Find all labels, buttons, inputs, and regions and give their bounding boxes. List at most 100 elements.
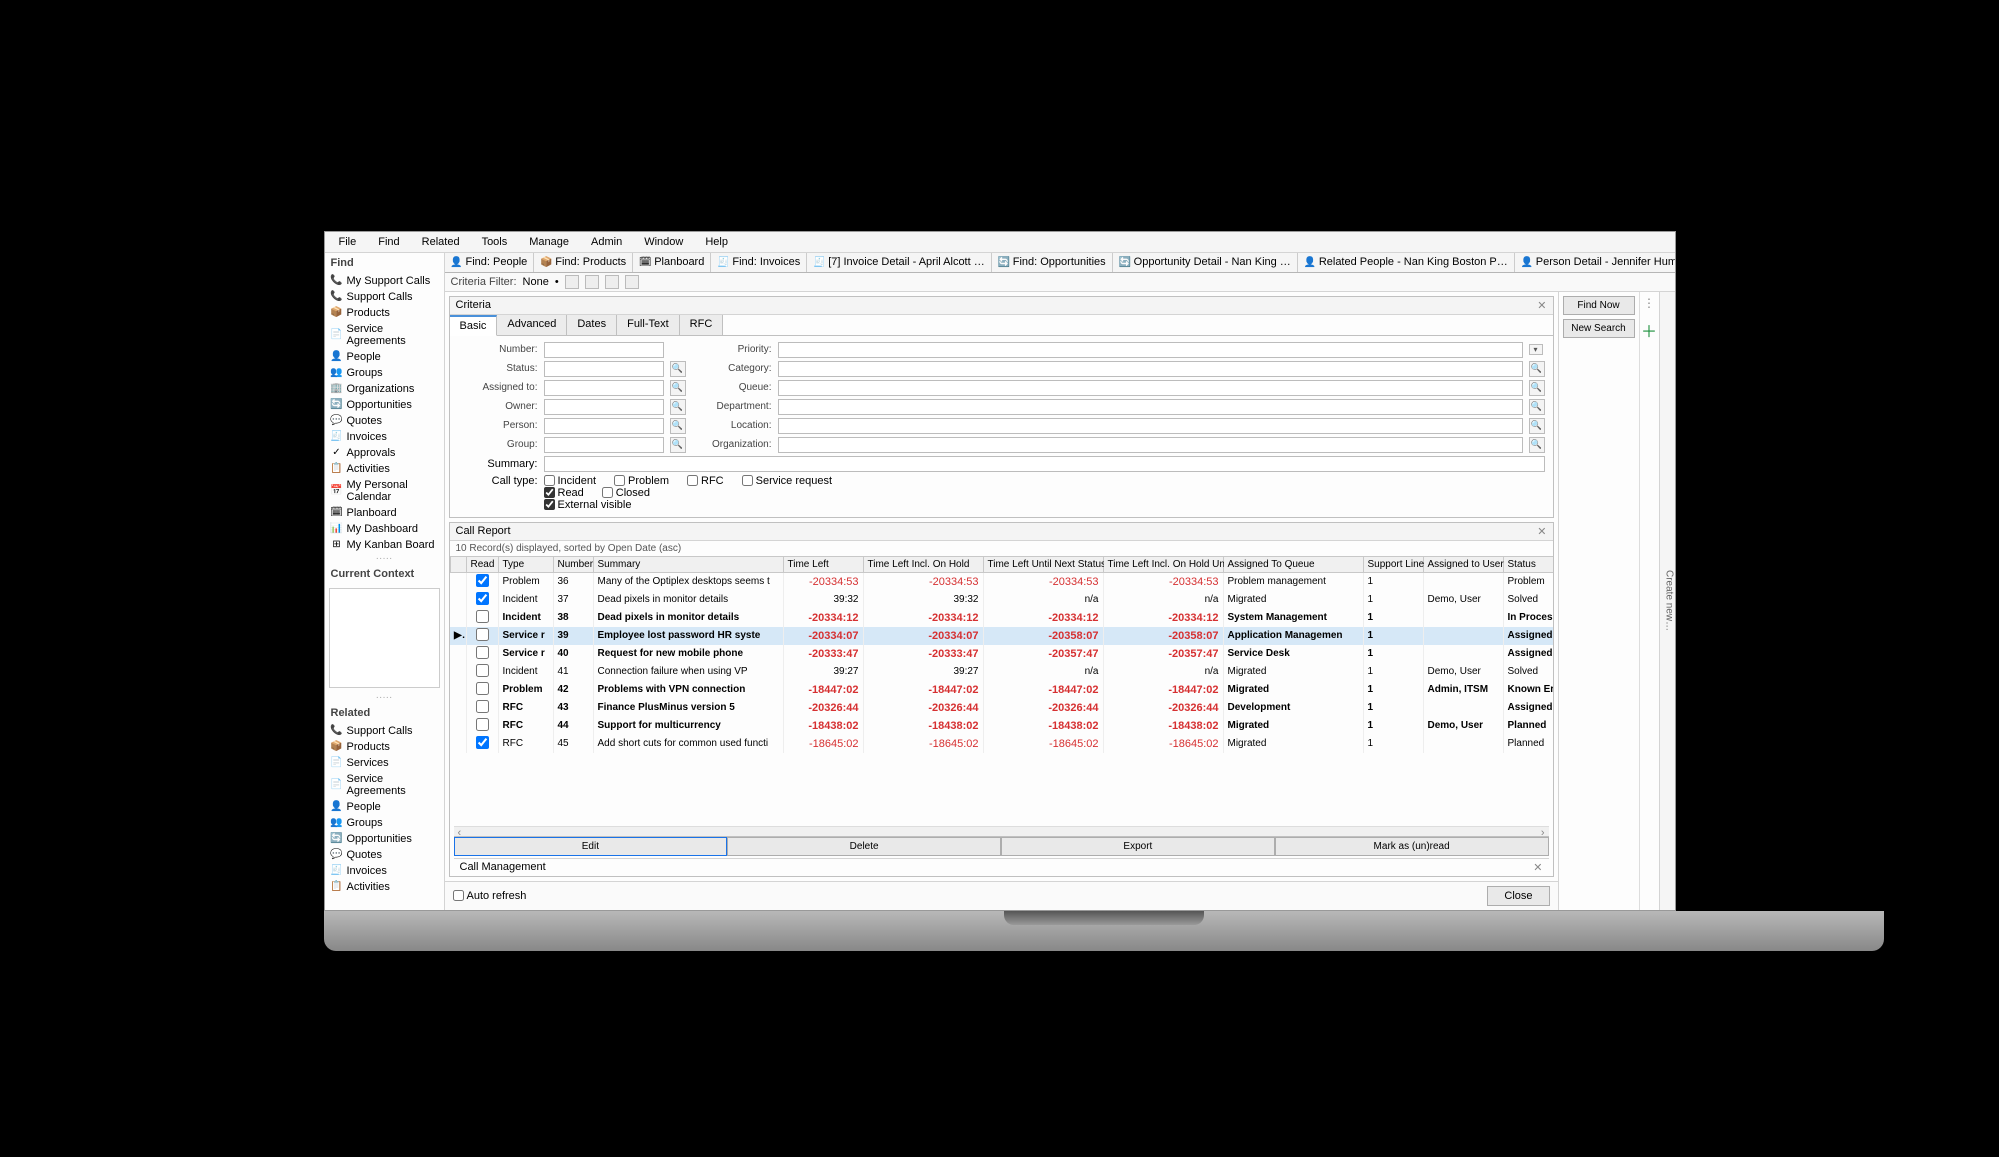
nav-item-support-calls[interactable]: 📞Support Calls — [325, 723, 444, 739]
find-now-button[interactable]: Find Now — [1563, 296, 1635, 315]
menu-file[interactable]: File — [329, 234, 367, 250]
category-input[interactable] — [778, 361, 1523, 377]
nav-item-services[interactable]: 📄Services — [325, 755, 444, 771]
priority-dropdown-icon[interactable]: ▾ — [1529, 344, 1543, 355]
col-header[interactable]: Time Left Incl. On Hold Until Next Statu… — [1103, 556, 1223, 572]
nav-item-people[interactable]: 👤People — [325, 349, 444, 365]
menu-related[interactable]: Related — [412, 234, 470, 250]
table-row[interactable]: RFC43Finance PlusMinus version 5-20326:4… — [450, 699, 1553, 717]
nav-item-my-personal-calendar[interactable]: 📅My Personal Calendar — [325, 477, 444, 505]
save-filter-icon[interactable] — [565, 275, 579, 289]
collapse-mgmt-icon[interactable]: ✕ — [1533, 861, 1542, 874]
menu-help[interactable]: Help — [695, 234, 738, 250]
col-header[interactable]: Assigned to User — [1423, 556, 1503, 572]
menu-find[interactable]: Find — [368, 234, 409, 250]
tab[interactable]: 👤Related People - Nan King Boston P… — [1298, 253, 1515, 272]
organization-input[interactable] — [778, 437, 1523, 453]
chk-read[interactable]: Read — [544, 487, 584, 499]
col-header[interactable]: Status — [1503, 556, 1553, 572]
location-lookup-icon[interactable]: 🔍 — [1529, 418, 1545, 434]
tab[interactable]: 👤Person Detail - Jennifer Hume Bost… — [1515, 253, 1675, 272]
table-row[interactable]: Problem36Many of the Optiplex desktops s… — [450, 572, 1553, 591]
nav-item-my-dashboard[interactable]: 📊My Dashboard — [325, 521, 444, 537]
export-button[interactable]: Export — [1001, 837, 1275, 856]
nav-item-people[interactable]: 👤People — [325, 799, 444, 815]
nav-item-approvals[interactable]: ✓Approvals — [325, 445, 444, 461]
person-lookup-icon[interactable]: 🔍 — [670, 418, 686, 434]
nav-item-my-support-calls[interactable]: 📞My Support Calls — [325, 273, 444, 289]
nav-item-organizations[interactable]: 🏢Organizations — [325, 381, 444, 397]
owner-input[interactable] — [544, 399, 664, 415]
read-checkbox[interactable] — [476, 628, 489, 641]
queue-lookup-icon[interactable]: 🔍 — [1529, 380, 1545, 396]
create-new-rail[interactable]: Create new… — [1659, 292, 1675, 910]
department-lookup-icon[interactable]: 🔍 — [1529, 399, 1545, 415]
read-checkbox[interactable] — [476, 610, 489, 623]
queue-input[interactable] — [778, 380, 1523, 396]
close-button[interactable]: Close — [1487, 886, 1549, 906]
col-header[interactable]: Summary — [593, 556, 783, 572]
person-input[interactable] — [544, 418, 664, 434]
nav-item-activities[interactable]: 📋Activities — [325, 879, 444, 895]
category-lookup-icon[interactable]: 🔍 — [1529, 361, 1545, 377]
chk-problem[interactable]: Problem — [614, 475, 669, 487]
read-checkbox[interactable] — [476, 574, 489, 587]
mark-as-un-read-button[interactable]: Mark as (un)read — [1275, 837, 1549, 856]
nav-item-quotes[interactable]: 💬Quotes — [325, 847, 444, 863]
nav-item-quotes[interactable]: 💬Quotes — [325, 413, 444, 429]
filter-tab-full-text[interactable]: Full-Text — [617, 315, 680, 335]
organization-lookup-icon[interactable]: 🔍 — [1529, 437, 1545, 453]
nav-item-invoices[interactable]: 🧾Invoices — [325, 863, 444, 879]
table-row[interactable]: RFC45Add short cuts for common used func… — [450, 735, 1553, 753]
collapse-report-icon[interactable]: ✕ — [1537, 525, 1546, 538]
h-scrollbar[interactable]: ‹› — [454, 826, 1549, 836]
read-checkbox[interactable] — [476, 664, 489, 677]
tab[interactable]: 📦Find: Products — [534, 253, 633, 272]
tab[interactable]: 🔄Find: Opportunities — [992, 253, 1113, 272]
col-header[interactable]: Type — [498, 556, 553, 572]
status-lookup-icon[interactable]: 🔍 — [670, 361, 686, 377]
criteria-filter-value[interactable]: None — [523, 276, 549, 288]
chk-closed[interactable]: Closed — [602, 487, 650, 499]
tab[interactable]: 🧾Find: Invoices — [711, 253, 807, 272]
col-header[interactable]: Assigned To Queue — [1223, 556, 1363, 572]
nav-item-products[interactable]: 📦Products — [325, 305, 444, 321]
table-row[interactable]: Problem42Problems with VPN connection-18… — [450, 681, 1553, 699]
read-checkbox[interactable] — [476, 646, 489, 659]
nav-item-products[interactable]: 📦Products — [325, 739, 444, 755]
read-checkbox[interactable] — [476, 682, 489, 695]
report-grid[interactable]: ReadTypeNumberSummaryTime LeftTime Left … — [450, 556, 1553, 826]
table-row[interactable]: Incident41Connection failure when using … — [450, 663, 1553, 681]
nav-item-support-calls[interactable]: 📞Support Calls — [325, 289, 444, 305]
chk-external[interactable]: External visible — [544, 499, 632, 511]
delete-button[interactable]: Delete — [727, 837, 1001, 856]
nav-item-opportunities[interactable]: 🔄Opportunities — [325, 397, 444, 413]
menu-manage[interactable]: Manage — [519, 234, 579, 250]
table-row[interactable]: ▶Service r39Employee lost password HR sy… — [450, 627, 1553, 645]
assignedto-input[interactable] — [544, 380, 664, 396]
nav-item-invoices[interactable]: 🧾Invoices — [325, 429, 444, 445]
read-checkbox[interactable] — [476, 592, 489, 605]
table-row[interactable]: Incident38Dead pixels in monitor details… — [450, 609, 1553, 627]
tab[interactable]: 🧾[7] Invoice Detail - April Alcott … — [807, 253, 992, 272]
nav-item-service-agreements[interactable]: 📄Service Agreements — [325, 321, 444, 349]
read-checkbox[interactable] — [476, 718, 489, 731]
funnel-icon[interactable] — [605, 275, 619, 289]
menu-window[interactable]: Window — [634, 234, 693, 250]
priority-input[interactable] — [778, 342, 1523, 358]
nav-item-my-kanban-board[interactable]: ⊞My Kanban Board — [325, 537, 444, 553]
menu-tools[interactable]: Tools — [472, 234, 518, 250]
collapse-icon[interactable]: ✕ — [1537, 299, 1546, 312]
table-row[interactable]: RFC44Support for multicurrency-18438:02-… — [450, 717, 1553, 735]
tab[interactable]: 👤Find: People — [445, 253, 535, 272]
filter-tab-basic[interactable]: Basic — [450, 315, 498, 336]
summary-input[interactable] — [544, 456, 1545, 472]
read-checkbox[interactable] — [476, 736, 489, 749]
nav-item-planboard[interactable]: 🗓Planboard — [325, 505, 444, 521]
col-header[interactable]: Number — [553, 556, 593, 572]
status-input[interactable] — [544, 361, 664, 377]
new-search-button[interactable]: New Search — [1563, 319, 1635, 338]
nav-item-groups[interactable]: 👥Groups — [325, 815, 444, 831]
filter-tab-dates[interactable]: Dates — [567, 315, 617, 335]
col-header[interactable]: Time Left Until Next Status — [983, 556, 1103, 572]
